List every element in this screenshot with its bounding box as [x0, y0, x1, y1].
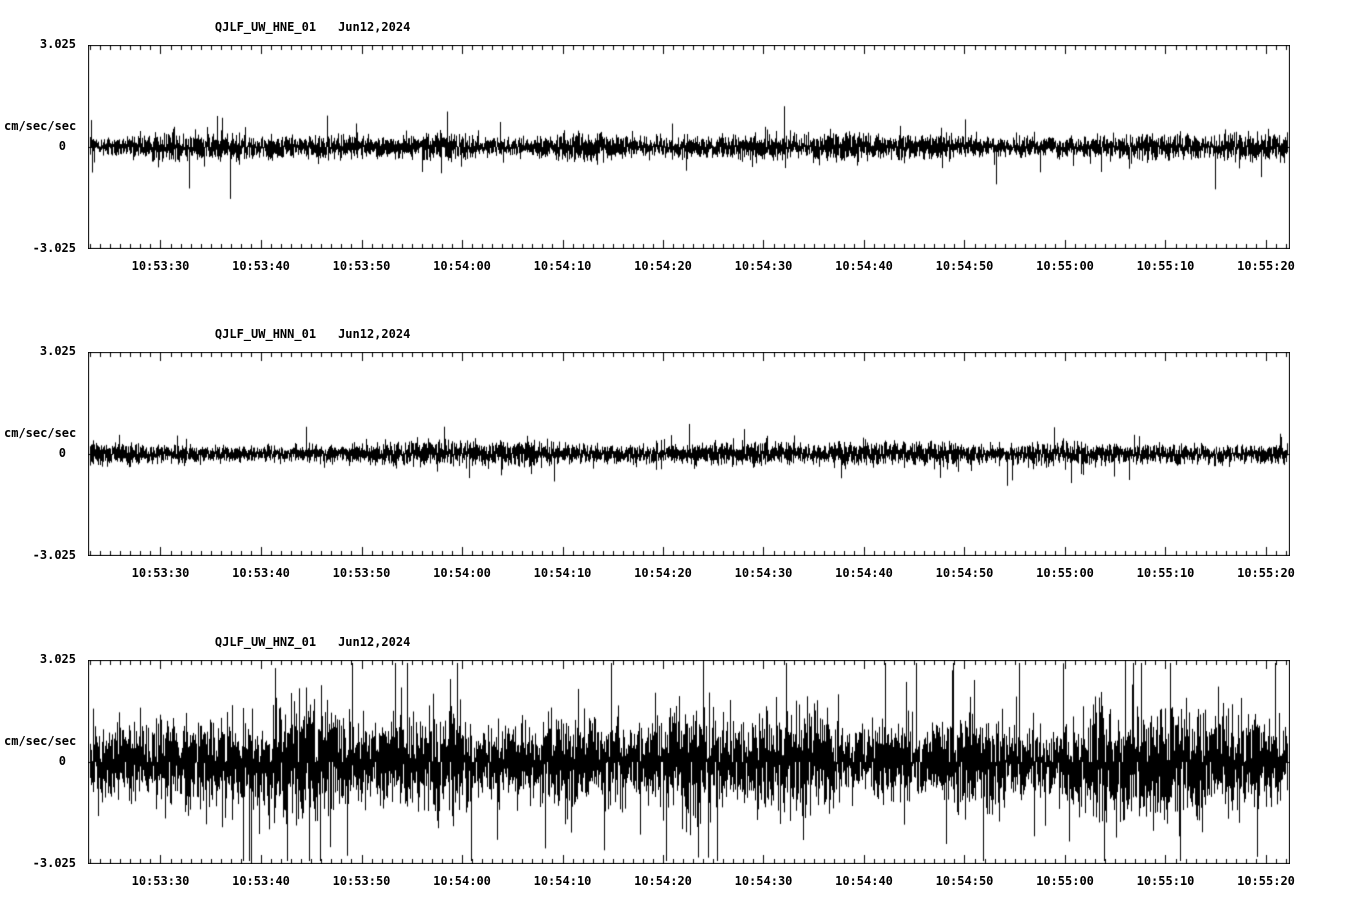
x-tick-label: 10:54:20 — [634, 566, 692, 580]
y-axis-min-label: -3.025 — [32, 548, 76, 562]
x-tick-label: 10:53:50 — [332, 874, 391, 888]
x-tick-label: 10:54:50 — [935, 259, 994, 273]
seismogram-panel-hnn: QJLF_UW_HNN_01 Jun12,2024 3.025 cm/sec/se… — [0, 313, 1358, 615]
x-tick-label: 10:53:30 — [131, 566, 190, 580]
x-tick-label: 10:54:00 — [433, 566, 491, 580]
x-tick-label: 10:54:40 — [835, 874, 893, 888]
y-axis-max-label: 3.025 — [39, 652, 76, 666]
y-axis-zero-label: 0 — [58, 754, 66, 768]
x-tick-label: 10:53:40 — [232, 259, 290, 273]
x-tick-label: 10:55:20 — [1237, 259, 1295, 273]
x-tick-label: 10:55:10 — [1136, 566, 1195, 580]
x-tick-label: 10:55:20 — [1237, 874, 1295, 888]
x-tick-label: 10:55:00 — [1036, 259, 1094, 273]
y-axis-max-label: 3.025 — [39, 37, 76, 51]
waveform-canvas-hnn — [88, 352, 1290, 556]
waveform-canvas-hnz — [88, 660, 1290, 864]
x-tick-label: 10:55:10 — [1136, 259, 1195, 273]
seismogram-panel-hnz: QJLF_UW_HNZ_01 Jun12,2024 3.025 cm/sec/se… — [0, 621, 1358, 923]
x-tick-label: 10:53:30 — [131, 259, 190, 273]
date-label: Jun12,2024 — [338, 20, 411, 34]
x-tick-label: 10:55:20 — [1237, 566, 1295, 580]
seismogram-panel-hne: QJLF_UW_HNE_01 Jun12,2024 3.025 cm/sec/se… — [0, 6, 1358, 308]
waveform-canvas-hne — [88, 45, 1290, 249]
x-tick-label: 10:54:40 — [835, 259, 893, 273]
x-tick-label: 10:54:20 — [634, 874, 692, 888]
x-tick-labels-row: 10:53:30 10:53:40 10:53:50 10:54:00 10:54:10… — [88, 874, 1295, 890]
x-tick-label: 10:53:40 — [232, 566, 290, 580]
station-channel-label: QJLF_UW_HNE_01 — [214, 20, 317, 34]
x-tick-label: 10:54:00 — [433, 874, 491, 888]
x-tick-label: 10:53:50 — [332, 259, 391, 273]
x-tick-label: 10:54:20 — [634, 259, 692, 273]
x-tick-label: 10:53:40 — [232, 874, 290, 888]
panel-title: QJLF_UW_HNZ_01 Jun12,2024 — [186, 621, 410, 663]
date-label: Jun12,2024 — [338, 327, 411, 341]
y-axis-max-label: 3.025 — [39, 344, 76, 358]
panel-title: QJLF_UW_HNN_01 Jun12,2024 — [186, 313, 410, 355]
x-tick-label: 10:54:10 — [533, 874, 592, 888]
x-tick-label: 10:53:50 — [332, 566, 391, 580]
x-tick-label: 10:54:30 — [734, 259, 793, 273]
y-axis-min-label: -3.025 — [32, 856, 76, 870]
y-axis-min-label: -3.025 — [32, 241, 76, 255]
x-tick-label: 10:54:10 — [533, 566, 592, 580]
x-tick-label: 10:54:10 — [533, 259, 592, 273]
x-tick-label: 10:54:00 — [433, 259, 491, 273]
x-tick-label: 10:55:00 — [1036, 566, 1094, 580]
y-axis-unit-label: cm/sec/sec — [4, 734, 77, 748]
x-tick-label: 10:53:30 — [131, 874, 190, 888]
x-tick-label: 10:54:30 — [734, 874, 793, 888]
y-axis-unit-label: cm/sec/sec — [4, 426, 77, 440]
station-channel-label: QJLF_UW_HNN_01 — [214, 327, 317, 341]
x-tick-label: 10:55:00 — [1036, 874, 1094, 888]
x-tick-label: 10:54:30 — [734, 566, 793, 580]
panel-title: QJLF_UW_HNE_01 Jun12,2024 — [186, 6, 410, 48]
x-tick-label: 10:54:40 — [835, 566, 893, 580]
date-label: Jun12,2024 — [338, 635, 411, 649]
y-axis-zero-label: 0 — [58, 446, 66, 460]
y-axis-zero-label: 0 — [58, 139, 66, 153]
x-tick-labels-row: 10:53:30 10:53:40 10:53:50 10:54:00 10:54:10… — [88, 259, 1295, 275]
x-tick-labels-row: 10:53:30 10:53:40 10:53:50 10:54:00 10:54:10… — [88, 566, 1295, 582]
x-tick-label: 10:55:10 — [1136, 874, 1195, 888]
x-tick-label: 10:54:50 — [935, 566, 994, 580]
x-tick-label: 10:54:50 — [935, 874, 994, 888]
y-axis-unit-label: cm/sec/sec — [4, 119, 77, 133]
station-channel-label: QJLF_UW_HNZ_01 — [214, 635, 317, 649]
